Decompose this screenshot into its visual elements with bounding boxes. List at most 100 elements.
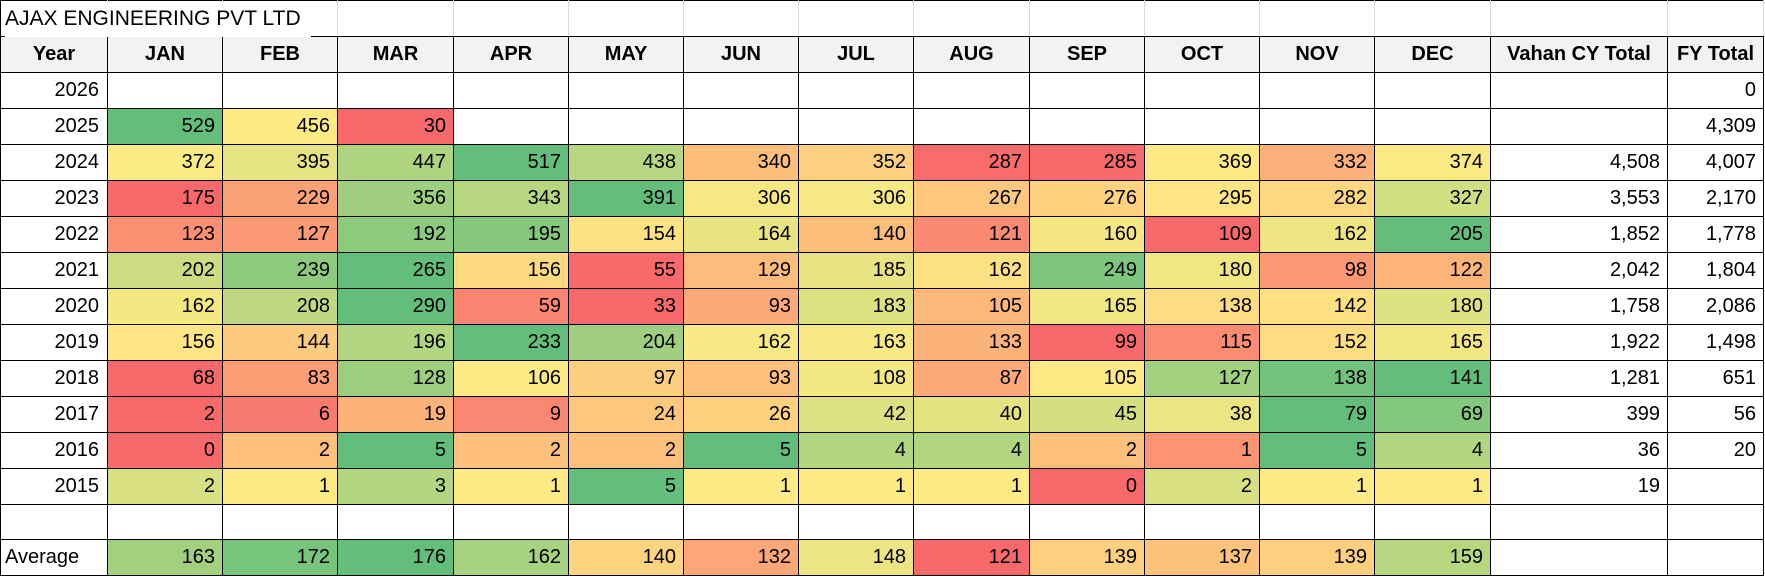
vahan-cy-total-cell-2020[interactable]: 1,758 <box>1490 288 1668 325</box>
title-row-cell[interactable] <box>337 0 454 37</box>
fy-total-cell-2019[interactable]: 1,498 <box>1667 324 1764 361</box>
cell-2017-jan[interactable]: 2 <box>107 396 223 433</box>
cell-2021-jun[interactable]: 129 <box>683 252 799 289</box>
cell-2020-feb[interactable]: 208 <box>222 288 338 325</box>
average-fy-total-cell[interactable] <box>1667 539 1764 576</box>
cell-2017-dec[interactable]: 69 <box>1374 396 1491 433</box>
cell-2025-dec[interactable] <box>1374 108 1491 145</box>
cell-2022-aug[interactable]: 121 <box>913 216 1030 253</box>
cell-2025-sep[interactable] <box>1029 108 1145 145</box>
cell-2020-jul[interactable]: 183 <box>798 288 914 325</box>
cell-2026-may[interactable] <box>568 72 684 109</box>
cell-2024-jan[interactable]: 372 <box>107 144 223 181</box>
spacer-cell[interactable] <box>337 504 454 540</box>
cell-2024-jul[interactable]: 352 <box>798 144 914 181</box>
title-row-cell[interactable] <box>1029 0 1145 37</box>
cell-2025-oct[interactable] <box>1144 108 1260 145</box>
spacer-cell[interactable] <box>798 504 914 540</box>
year-cell-2017[interactable]: 2017 <box>0 396 108 433</box>
cell-2018-jan[interactable]: 68 <box>107 360 223 397</box>
cell-2021-mar[interactable]: 265 <box>337 252 454 289</box>
cell-2021-may[interactable]: 55 <box>568 252 684 289</box>
cell-2024-dec[interactable]: 374 <box>1374 144 1491 181</box>
cell-2015-jun[interactable]: 1 <box>683 468 799 505</box>
cell-2019-jul[interactable]: 163 <box>798 324 914 361</box>
cell-2023-aug[interactable]: 267 <box>913 180 1030 217</box>
title-row-cell[interactable] <box>453 0 569 37</box>
cell-2017-apr[interactable]: 9 <box>453 396 569 433</box>
title-row-cell[interactable] <box>568 0 684 37</box>
cell-2024-may[interactable]: 438 <box>568 144 684 181</box>
cell-2015-jul[interactable]: 1 <box>798 468 914 505</box>
cell-2021-feb[interactable]: 239 <box>222 252 338 289</box>
cell-2022-nov[interactable]: 162 <box>1259 216 1375 253</box>
vahan-cy-total-cell-2021[interactable]: 2,042 <box>1490 252 1668 289</box>
fy-total-cell-2017[interactable]: 56 <box>1667 396 1764 433</box>
cell-2021-oct[interactable]: 180 <box>1144 252 1260 289</box>
vahan-cy-total-cell-2016[interactable]: 36 <box>1490 432 1668 469</box>
fy-total-cell-2025[interactable]: 4,309 <box>1667 108 1764 145</box>
average-cell-feb[interactable]: 172 <box>222 539 338 576</box>
cell-2018-mar[interactable]: 128 <box>337 360 454 397</box>
cell-2016-feb[interactable]: 2 <box>222 432 338 469</box>
year-cell-2021[interactable]: 2021 <box>0 252 108 289</box>
cell-2015-aug[interactable]: 1 <box>913 468 1030 505</box>
cell-2020-nov[interactable]: 142 <box>1259 288 1375 325</box>
cell-2017-jun[interactable]: 26 <box>683 396 799 433</box>
vahan-cy-total-cell-2019[interactable]: 1,922 <box>1490 324 1668 361</box>
cell-2016-jan[interactable]: 0 <box>107 432 223 469</box>
cell-2022-sep[interactable]: 160 <box>1029 216 1145 253</box>
title-row-cell[interactable] <box>1667 0 1764 37</box>
spacer-cell[interactable] <box>1374 504 1491 540</box>
cell-2015-oct[interactable]: 2 <box>1144 468 1260 505</box>
spacer-cell[interactable] <box>0 504 108 540</box>
cell-2024-oct[interactable]: 369 <box>1144 144 1260 181</box>
fy-total-cell-2022[interactable]: 1,778 <box>1667 216 1764 253</box>
cell-2017-feb[interactable]: 6 <box>222 396 338 433</box>
cell-2020-jun[interactable]: 93 <box>683 288 799 325</box>
cell-2022-mar[interactable]: 192 <box>337 216 454 253</box>
title-row-cell[interactable] <box>913 0 1030 37</box>
cell-2020-mar[interactable]: 290 <box>337 288 454 325</box>
cell-2017-oct[interactable]: 38 <box>1144 396 1260 433</box>
fy-total-cell-2026[interactable]: 0 <box>1667 72 1764 109</box>
cell-2022-oct[interactable]: 109 <box>1144 216 1260 253</box>
cell-2016-mar[interactable]: 5 <box>337 432 454 469</box>
cell-2022-jan[interactable]: 123 <box>107 216 223 253</box>
cell-2017-jul[interactable]: 42 <box>798 396 914 433</box>
cell-2019-aug[interactable]: 133 <box>913 324 1030 361</box>
cell-2026-oct[interactable] <box>1144 72 1260 109</box>
average-cell-jul[interactable]: 148 <box>798 539 914 576</box>
spacer-cell[interactable] <box>222 504 338 540</box>
cell-2018-jul[interactable]: 108 <box>798 360 914 397</box>
fy-total-cell-2018[interactable]: 651 <box>1667 360 1764 397</box>
vahan-cy-total-cell-2026[interactable] <box>1490 72 1668 109</box>
column-header-sep[interactable]: SEP <box>1029 36 1145 73</box>
column-header-vahan-cy-total[interactable]: Vahan CY Total <box>1490 36 1668 73</box>
column-header-dec[interactable]: DEC <box>1374 36 1491 73</box>
cell-2018-dec[interactable]: 141 <box>1374 360 1491 397</box>
average-cell-sep[interactable]: 139 <box>1029 539 1145 576</box>
cell-2019-may[interactable]: 204 <box>568 324 684 361</box>
year-cell-2018[interactable]: 2018 <box>0 360 108 397</box>
cell-2019-dec[interactable]: 165 <box>1374 324 1491 361</box>
cell-2016-may[interactable]: 2 <box>568 432 684 469</box>
title-row-cell[interactable] <box>798 0 914 37</box>
cell-2016-nov[interactable]: 5 <box>1259 432 1375 469</box>
average-cell-oct[interactable]: 137 <box>1144 539 1260 576</box>
cell-2026-jan[interactable] <box>107 72 223 109</box>
year-cell-2024[interactable]: 2024 <box>0 144 108 181</box>
vahan-cy-total-cell-2015[interactable]: 19 <box>1490 468 1668 505</box>
cell-2020-may[interactable]: 33 <box>568 288 684 325</box>
title-row-cell[interactable]: AJAX ENGINEERING PVT LTD <box>0 0 311 37</box>
vahan-cy-total-cell-2017[interactable]: 399 <box>1490 396 1668 433</box>
cell-2025-nov[interactable] <box>1259 108 1375 145</box>
spacer-cell[interactable] <box>683 504 799 540</box>
cell-2022-jul[interactable]: 140 <box>798 216 914 253</box>
cell-2020-oct[interactable]: 138 <box>1144 288 1260 325</box>
cell-2024-aug[interactable]: 287 <box>913 144 1030 181</box>
cell-2022-apr[interactable]: 195 <box>453 216 569 253</box>
cell-2023-sep[interactable]: 276 <box>1029 180 1145 217</box>
cell-2016-sep[interactable]: 2 <box>1029 432 1145 469</box>
cell-2018-may[interactable]: 97 <box>568 360 684 397</box>
